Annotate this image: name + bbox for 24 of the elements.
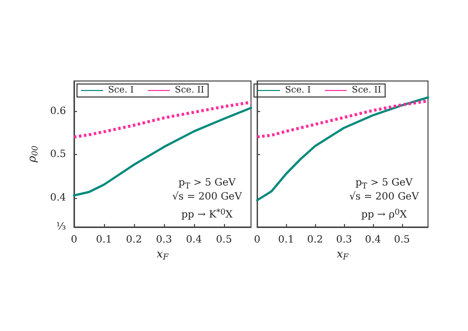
y-axis-title: ρ00 [26, 146, 40, 164]
x-tick-label: 0.3 [336, 234, 352, 246]
legend-label: Sce. I [108, 86, 134, 96]
line-series [72, 100, 252, 138]
legend-label: Sce. I [285, 86, 312, 96]
annotation: √s = 200 GeV [349, 190, 420, 202]
x-tick-label: 0 [254, 234, 260, 246]
x-tick-label: 0.5 [216, 234, 232, 246]
x-tick-label: 0.5 [394, 234, 410, 246]
x-tick-label: 0.1 [278, 234, 294, 246]
y-tick-label: 0.6 [50, 106, 66, 117]
y-tick-label: ⅓ [56, 222, 66, 232]
x-tick-label: 0 [70, 234, 78, 246]
x-tick-label: 0.4 [365, 234, 381, 246]
legend-label: Sce. II [174, 86, 205, 96]
x-tick-label: 0.4 [186, 234, 202, 246]
y-tick-label: 0.4 [50, 192, 66, 204]
legend-label: Sce. II [352, 86, 382, 96]
annotation: √s = 200 GeV [172, 190, 243, 202]
x-tick-label: 0.2 [307, 234, 324, 246]
x-tick-label: 0.2 [126, 234, 142, 246]
x-tick-label: 0.3 [156, 234, 172, 246]
x-tick-label: 0.1 [96, 234, 112, 246]
y-tick-label: 0.5 [50, 149, 66, 160]
